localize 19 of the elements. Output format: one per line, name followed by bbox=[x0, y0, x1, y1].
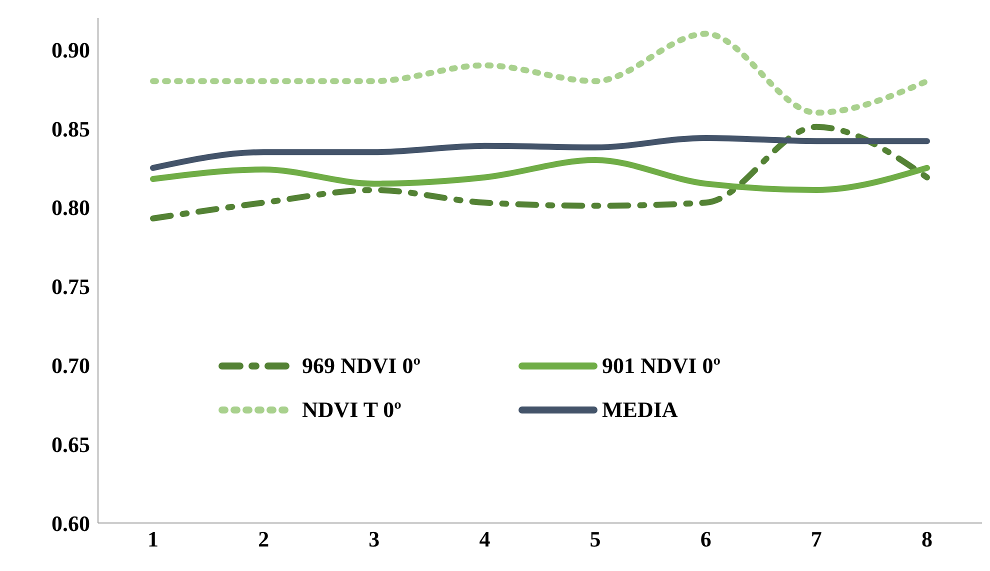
y-tick-label: 0.70 bbox=[52, 352, 90, 378]
y-tick-label: 0.60 bbox=[52, 510, 90, 536]
x-tick-label: 6 bbox=[700, 526, 712, 552]
y-tick-label: 0.75 bbox=[52, 274, 90, 300]
y-tick-label: 0.80 bbox=[52, 195, 90, 220]
y-tick-label: 0.65 bbox=[52, 432, 90, 457]
x-tick-label: 7 bbox=[810, 526, 822, 552]
x-tick-label: 2 bbox=[258, 526, 270, 552]
x-tick-label: 5 bbox=[590, 526, 601, 552]
x-tick-label: 3 bbox=[368, 526, 380, 552]
legend-label: 901 NDVI 0º bbox=[602, 353, 720, 379]
legend-label: MEDIA bbox=[602, 397, 678, 423]
x-tick-label: 4 bbox=[479, 526, 490, 552]
y-tick-label: 0.90 bbox=[52, 37, 90, 62]
x-tick-label: 1 bbox=[148, 526, 158, 552]
x-tick-label: 8 bbox=[922, 526, 932, 552]
legend-label: 969 NDVI 0º bbox=[302, 353, 420, 379]
y-tick-label: 0.85 bbox=[52, 116, 90, 142]
legend-label: NDVI T 0º bbox=[302, 397, 402, 423]
